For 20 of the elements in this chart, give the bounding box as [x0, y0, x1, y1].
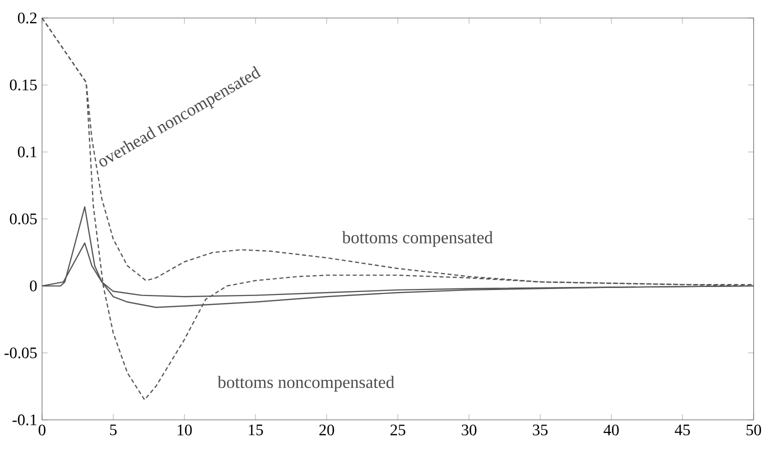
- x-tick-label: 0: [38, 424, 46, 436]
- y-tick-label: -0.05: [4, 347, 37, 358]
- y-tick-label: 0: [30, 280, 37, 292]
- x-tick-label: 45: [674, 424, 690, 436]
- y-tick-label: 0.2: [18, 12, 36, 24]
- y-tick-label: -0.1: [12, 414, 36, 426]
- x-tick-label: 35: [532, 424, 548, 436]
- y-tick-label: 0.15: [10, 80, 37, 90]
- x-tick-label: 25: [390, 424, 406, 436]
- annotation: bottoms compensated: [342, 231, 493, 247]
- x-tick-label: 5: [110, 424, 117, 436]
- annotation: bottoms noncompensated: [218, 376, 394, 392]
- x-tick-label: 50: [746, 424, 762, 436]
- x-tick-label: 10: [178, 424, 192, 436]
- y-tick-label: 0.1: [18, 146, 36, 158]
- x-tick-label: 30: [462, 424, 476, 436]
- x-tick-label: 40: [604, 424, 619, 436]
- y-tick-label: 0.05: [10, 214, 37, 224]
- x-tick-label: 20: [319, 424, 334, 436]
- x-tick-label: 15: [248, 424, 263, 436]
